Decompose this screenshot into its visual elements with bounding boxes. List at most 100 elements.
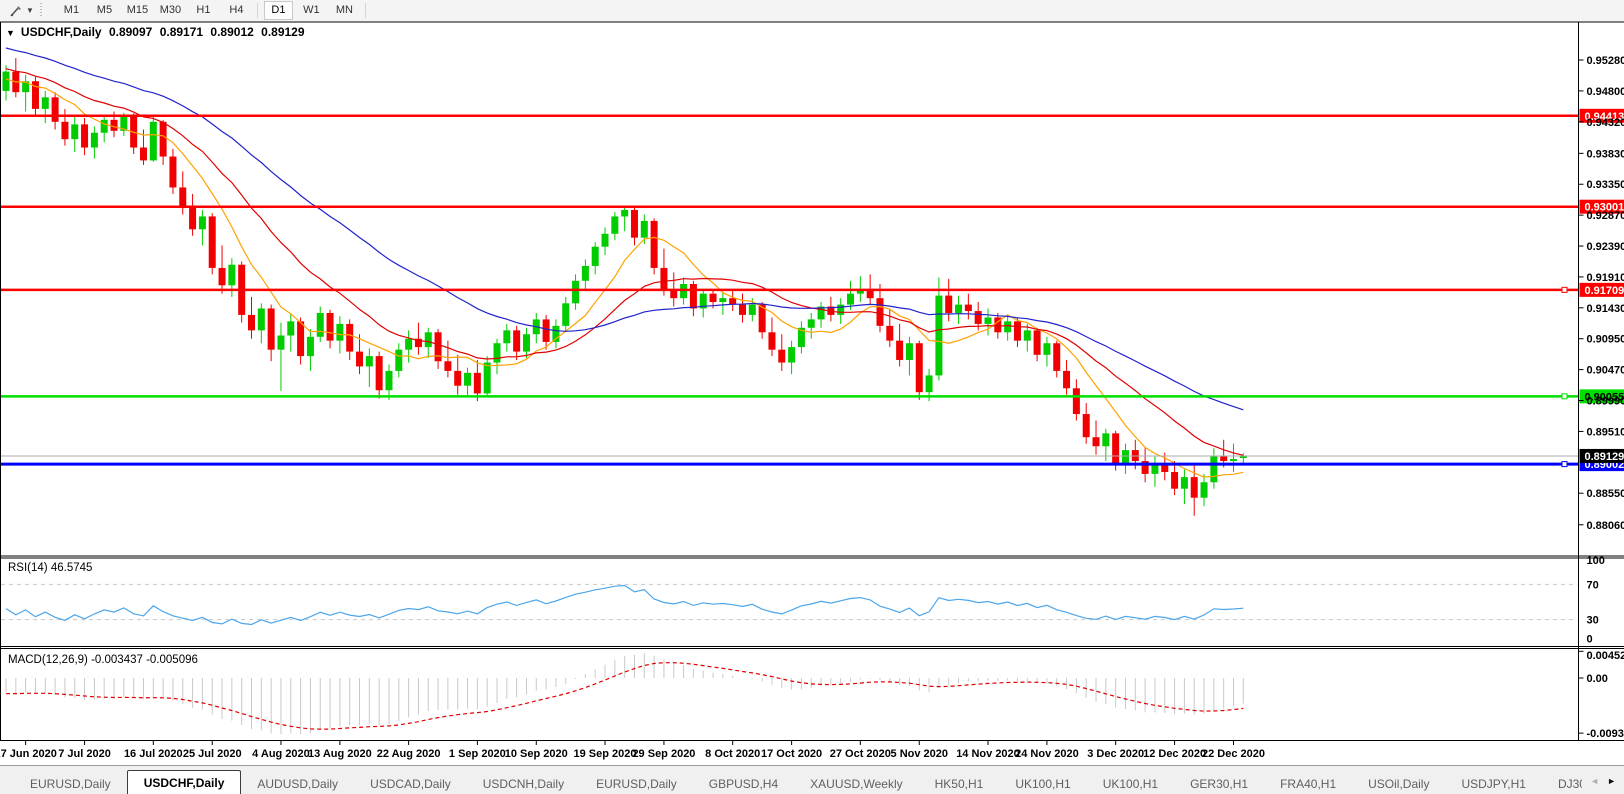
hline-0.90055[interactable]: 0.90055 — [0, 389, 1624, 404]
chart-canvas[interactable]: 0.94413 0.93001 0.91709 0.90055 0.89002 0.891… — [0, 21, 1624, 765]
svg-text:30: 30 — [1587, 615, 1599, 627]
tab-USDCHF-Daily[interactable]: USDCHF,Daily — [126, 770, 242, 794]
svg-text:0.91430: 0.91430 — [1587, 303, 1624, 315]
svg-text:100: 100 — [1587, 555, 1605, 567]
svg-text:12 Dec 2020: 12 Dec 2020 — [1143, 748, 1206, 760]
panel-borders — [0, 21, 1624, 741]
macd-scale: 0.004527 0.00 -0.009348 — [1578, 650, 1624, 740]
svg-text:-0.009348: -0.009348 — [1587, 728, 1624, 740]
svg-text:5 Nov 2020: 5 Nov 2020 — [891, 748, 948, 760]
drawing-tool-button[interactable]: ▼ — [6, 2, 37, 19]
svg-text:29 Sep 2020: 29 Sep 2020 — [632, 748, 695, 760]
timeframe-toolbar: ▼ M1 M5 M15 M30 H1 H4 D1 W1 MN — [0, 0, 1624, 22]
svg-text:0.93830: 0.93830 — [1587, 148, 1624, 160]
tab-FRA40-H1[interactable]: FRA40,H1 — [1280, 777, 1337, 791]
svg-text:4 Aug 2020: 4 Aug 2020 — [252, 748, 310, 760]
timeframe-button-W1[interactable]: W1 — [303, 4, 320, 16]
svg-text:19 Sep 2020: 19 Sep 2020 — [574, 748, 637, 760]
tab-UK100-H1[interactable]: UK100,H1 — [1102, 777, 1159, 791]
svg-text:70: 70 — [1587, 579, 1599, 591]
date-axis: 27 Jun 2020 7 Jul 2020 16 Jul 2020 25 Jul 2… — [0, 740, 1265, 760]
timeframe-button-D1[interactable]: D1 — [263, 1, 293, 20]
tab-USOil-Daily[interactable]: USOil,Daily — [1368, 777, 1430, 791]
svg-text:27 Jun 2020: 27 Jun 2020 — [0, 748, 57, 760]
svg-text:0.90950: 0.90950 — [1587, 334, 1624, 346]
svg-text:0.92390: 0.92390 — [1587, 241, 1624, 253]
svg-text:27 Oct 2020: 27 Oct 2020 — [830, 748, 891, 760]
svg-text:0.93350: 0.93350 — [1587, 179, 1624, 191]
rsi-panel — [1, 583, 1578, 626]
tab-EURUSD-Daily[interactable]: EURUSD,Daily — [30, 777, 111, 791]
tab-XAUUSD-Weekly[interactable]: XAUUSD,Weekly — [810, 777, 903, 791]
svg-text:8 Oct 2020: 8 Oct 2020 — [705, 748, 760, 760]
toolbar-separator — [256, 3, 258, 18]
timeframe-button-M5[interactable]: M5 — [96, 4, 113, 16]
svg-text:0.94320: 0.94320 — [1587, 117, 1624, 129]
chevron-down-icon: ▼ — [26, 6, 34, 15]
hline-0.94413[interactable]: 0.94413 — [0, 108, 1624, 123]
svg-text:0.004527: 0.004527 — [1587, 650, 1624, 662]
tab-EURUSD-Daily[interactable]: EURUSD,Daily — [596, 777, 677, 791]
svg-text:14 Nov 2020: 14 Nov 2020 — [956, 748, 1020, 760]
svg-text:24 Nov 2020: 24 Nov 2020 — [1015, 748, 1079, 760]
tab-GER30-H1[interactable]: GER30,H1 — [1190, 777, 1249, 791]
svg-text:0: 0 — [1587, 634, 1593, 646]
svg-text:17 Oct 2020: 17 Oct 2020 — [761, 748, 822, 760]
hline-0.91709[interactable]: 0.91709 — [0, 282, 1624, 297]
svg-text:0.95280: 0.95280 — [1587, 55, 1624, 67]
svg-text:0.88060: 0.88060 — [1587, 520, 1624, 532]
tab-HK50-H1[interactable]: HK50,H1 — [934, 777, 984, 791]
tab-UK100-H1[interactable]: UK100,H1 — [1015, 777, 1071, 791]
tab-AUDUSD-Daily[interactable]: AUDUSD,Daily — [257, 777, 339, 791]
svg-text:0.94413: 0.94413 — [1585, 111, 1624, 123]
svg-text:0.00: 0.00 — [1587, 673, 1608, 685]
timeframe-button-H4[interactable]: H4 — [229, 4, 244, 16]
timeframe-button-MN[interactable]: MN — [335, 4, 353, 16]
tab-USDCNH-Daily[interactable]: USDCNH,Daily — [482, 777, 565, 791]
timeframe-button-M1[interactable]: M1 — [63, 4, 80, 16]
tab-scroll-left-icon[interactable]: ◄ — [1590, 775, 1600, 786]
svg-text:0.93001: 0.93001 — [1585, 202, 1624, 214]
svg-text:0.89129: 0.89129 — [1585, 451, 1624, 463]
price-chart[interactable]: 0.944130.930010.917090.900550.890020.891… — [0, 21, 1624, 765]
tab-USDCAD-Daily[interactable]: USDCAD,Daily — [370, 777, 451, 791]
svg-text:22 Dec 2020: 22 Dec 2020 — [1202, 748, 1265, 760]
tab-GBPUSD-H4[interactable]: GBPUSD,H4 — [708, 777, 779, 791]
ma-mid-line — [5, 68, 1244, 456]
svg-text:22 Aug 2020: 22 Aug 2020 — [377, 748, 441, 760]
symbol-tabbar: EURUSD,Daily USDCHF,Daily AUDUSD,Daily USDC… — [0, 765, 1624, 794]
current-price-line: 0.89129 — [0, 448, 1624, 463]
svg-text:0.94800: 0.94800 — [1587, 86, 1624, 98]
svg-text:25 Jul 2020: 25 Jul 2020 — [183, 748, 242, 760]
pencil-cursor-icon — [10, 5, 21, 17]
ma-slow-line — [5, 47, 1244, 411]
svg-text:0.89510: 0.89510 — [1587, 426, 1624, 438]
tab-scroll-controls: ◄ ► — [1582, 766, 1624, 794]
tab-USDJPY-H1[interactable]: USDJPY,H1 — [1461, 777, 1526, 791]
svg-text:16 Jul 2020: 16 Jul 2020 — [124, 748, 183, 760]
svg-text:0.88550: 0.88550 — [1587, 488, 1624, 500]
svg-text:1 Sep 2020: 1 Sep 2020 — [449, 748, 506, 760]
svg-text:0.91709: 0.91709 — [1585, 285, 1624, 297]
tab-DJ30-Daily[interactable]: DJ30,Daily — [1557, 777, 1582, 791]
hline-0.93001[interactable]: 0.93001 — [0, 199, 1624, 214]
candlestick-series[interactable] — [2, 58, 1247, 516]
svg-text:7 Jul 2020: 7 Jul 2020 — [58, 748, 111, 760]
price-axis: 0.95280 0.94800 0.94320 0.93830 0.93350 0.928… — [1578, 55, 1624, 532]
svg-text:0.91910: 0.91910 — [1587, 272, 1624, 284]
timeframe-button-M15[interactable]: M15 — [126, 4, 149, 16]
svg-text:0.90470: 0.90470 — [1587, 365, 1624, 377]
tab-scroll-right-icon[interactable]: ► — [1607, 775, 1616, 786]
toolbar-separator — [364, 3, 366, 18]
svg-text:3 Dec 2020: 3 Dec 2020 — [1087, 748, 1144, 760]
macd-panel — [5, 653, 1244, 735]
svg-text:10 Sep 2020: 10 Sep 2020 — [505, 748, 568, 760]
svg-text:0.89990: 0.89990 — [1587, 396, 1624, 408]
timeframe-button-H1[interactable]: H1 — [196, 4, 211, 16]
svg-text:13 Aug 2020: 13 Aug 2020 — [308, 748, 372, 760]
svg-text:0.92870: 0.92870 — [1587, 210, 1624, 222]
toolbar-drag-handle[interactable] — [38, 3, 44, 18]
svg-text:0.90055: 0.90055 — [1585, 391, 1624, 403]
timeframe-button-M30[interactable]: M30 — [159, 4, 182, 16]
